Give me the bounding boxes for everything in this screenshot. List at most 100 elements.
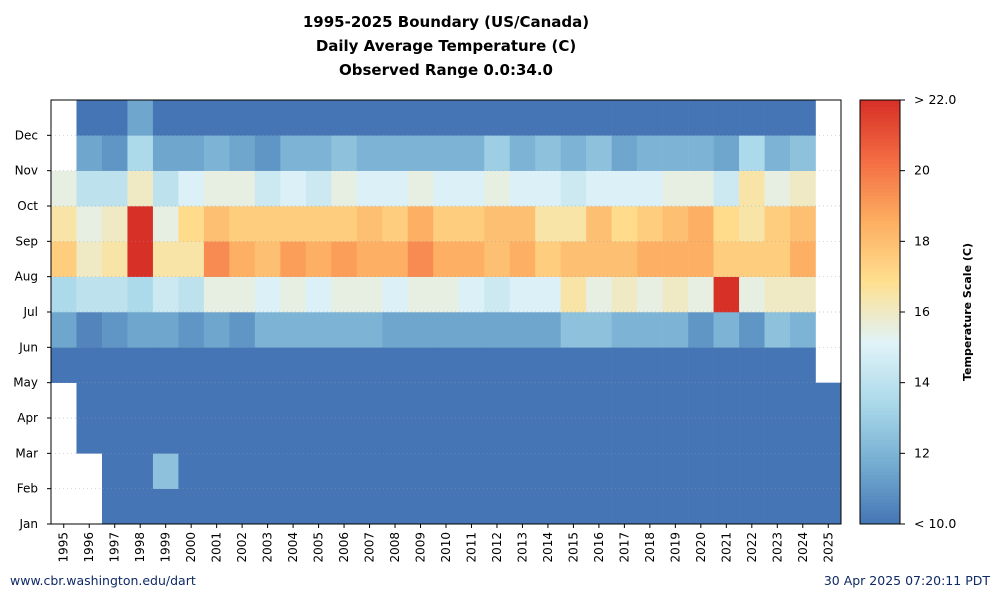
heatmap-cell-2013-feb: [509, 453, 536, 489]
heatmap-cell-2006-mar: [331, 418, 358, 454]
heatmap-cell-2018-nov: [637, 135, 663, 171]
heatmap-cell-2018-aug: [637, 241, 663, 277]
heatmap-cell-2001-feb: [203, 453, 230, 489]
heatmap-cell-1998-apr: [127, 382, 154, 419]
heatmap-cell-2011-sep: [458, 206, 485, 242]
heatmap-cell-2003-feb: [254, 453, 281, 489]
heatmap-cell-1997-jan: [101, 488, 128, 524]
heatmap-cell-2022-jul: [739, 276, 765, 313]
heatmap-cell-2018-jan: [637, 488, 663, 524]
heatmap-cell-2011-aug: [458, 241, 485, 277]
colorbar-segment: [860, 135, 900, 140]
chart-subtitle: Daily Average Temperature (C): [315, 37, 577, 55]
x-tick-label: 2014: [541, 532, 555, 563]
heatmap-cell-1996-aug: [76, 241, 103, 277]
colorbar-segment: [860, 389, 900, 394]
heatmap-cell-2019-mar: [662, 418, 689, 454]
colorbar-segment: [860, 177, 900, 182]
heatmap-cell-2008-jan: [382, 488, 409, 524]
heatmap-cell-2000-nov: [178, 135, 205, 171]
x-tick-label: 1996: [82, 532, 96, 563]
heatmap-cell-2018-may: [637, 347, 663, 383]
heatmap-cell-2017-may: [611, 347, 638, 383]
heatmap-cell-2023-oct: [764, 170, 791, 207]
heatmap-cell-2023-jan: [764, 488, 791, 524]
heatmap-cell-2013-dec: [509, 100, 536, 136]
colorbar-segment: [860, 191, 900, 196]
source-url: www.cbr.washington.edu/dart: [10, 573, 196, 588]
heatmap-cell-2003-apr: [254, 382, 281, 419]
heatmap-cell-2017-apr: [611, 382, 638, 419]
colorbar-segment: [860, 269, 900, 274]
heatmap-cell-2003-jan: [254, 488, 281, 524]
x-tick-label: 2025: [821, 532, 835, 563]
heatmap-cell-2007-nov: [356, 135, 383, 171]
heatmap-cell-2020-oct: [688, 170, 714, 207]
heatmap-cell-2016-jun: [586, 312, 612, 348]
heatmap-cell-2023-feb: [764, 453, 791, 489]
colorbar-segment: [860, 131, 900, 136]
heatmap-cell-2021-jun: [713, 312, 740, 348]
colorbar-segment: [860, 251, 900, 256]
x-tick-label: 2000: [184, 532, 198, 563]
heatmap-cell-2004-dec: [280, 100, 307, 136]
x-tick-label: 2013: [515, 532, 529, 563]
heatmap-cell-2006-jul: [331, 276, 358, 313]
heatmap-cell-1996-nov: [76, 135, 103, 171]
colorbar-segment: [860, 368, 900, 373]
colorbar-segment: [860, 329, 900, 334]
heatmap-cell-1996-may: [76, 347, 103, 383]
heatmap-cell-2014-jan: [535, 488, 561, 524]
heatmap-cell-2000-jan: [178, 488, 205, 524]
colorbar-segment: [860, 471, 900, 475]
heatmap-cell-2015-sep: [560, 206, 587, 242]
heatmap-cell-2002-oct: [229, 170, 256, 207]
heatmap-cell-2005-may: [305, 347, 332, 383]
heatmap-cell-2023-jun: [764, 312, 791, 348]
heatmap-cell-2008-jun: [382, 312, 409, 348]
heatmap-cell-2021-dec: [713, 100, 740, 136]
heatmap-cell-2005-jun: [305, 312, 332, 348]
colorbar-segment: [860, 167, 900, 172]
chart-range-note: Observed Range 0.0:34.0: [339, 61, 553, 79]
heatmap-cell-2008-jul: [382, 276, 409, 313]
colorbar-segment: [860, 262, 900, 267]
heatmap-cell-2009-feb: [407, 453, 434, 489]
heatmap-cell-2017-jul: [611, 276, 638, 313]
heatmap-cell-2007-feb: [356, 453, 383, 489]
heatmap-cell-2020-jun: [688, 312, 714, 348]
heatmap-cell-2010-apr: [433, 382, 460, 419]
colorbar-segment: [860, 375, 900, 380]
heatmap-cell-2019-jun: [662, 312, 689, 348]
heatmap-cell-2012-sep: [484, 206, 511, 242]
colorbar-segment: [860, 223, 900, 228]
heatmap-cell-2016-sep: [586, 206, 612, 242]
heatmap-cell-2002-nov: [229, 135, 256, 171]
x-tick-label: 2011: [464, 532, 478, 563]
heatmap-cell-2018-sep: [637, 206, 663, 242]
colorbar-segment: [860, 478, 900, 482]
heatmap-cell-2010-sep: [433, 206, 460, 242]
heatmap-cell-1996-jul: [76, 276, 103, 313]
heatmap-cell-2017-jan: [611, 488, 638, 524]
heatmap-cell-2012-jul: [484, 276, 511, 313]
heatmap-cell-1996-sep: [76, 206, 103, 242]
colorbar-segment: [860, 516, 900, 521]
colorbar-segment: [860, 418, 900, 422]
heatmap-cell-2016-nov: [586, 135, 612, 171]
heatmap-cell-2018-dec: [637, 100, 663, 136]
heatmap-cell-2007-may: [356, 347, 383, 383]
heatmap-cell-2010-jun: [433, 312, 460, 348]
heatmap-cell-2018-mar: [637, 418, 663, 454]
colorbar-segment: [860, 347, 900, 352]
heatmap-cell-1999-sep: [152, 206, 179, 242]
heatmap-cell-2002-sep: [229, 206, 256, 242]
heatmap-cell-2008-apr: [382, 382, 409, 419]
heatmap-cell-2024-nov: [790, 135, 816, 171]
heatmap-cell-2007-sep: [356, 206, 383, 242]
heatmap-cell-2012-aug: [484, 241, 511, 277]
colorbar-segment: [860, 495, 900, 500]
heatmap-cell-2021-feb: [713, 453, 740, 489]
colorbar-tick-label: 16: [914, 304, 930, 319]
